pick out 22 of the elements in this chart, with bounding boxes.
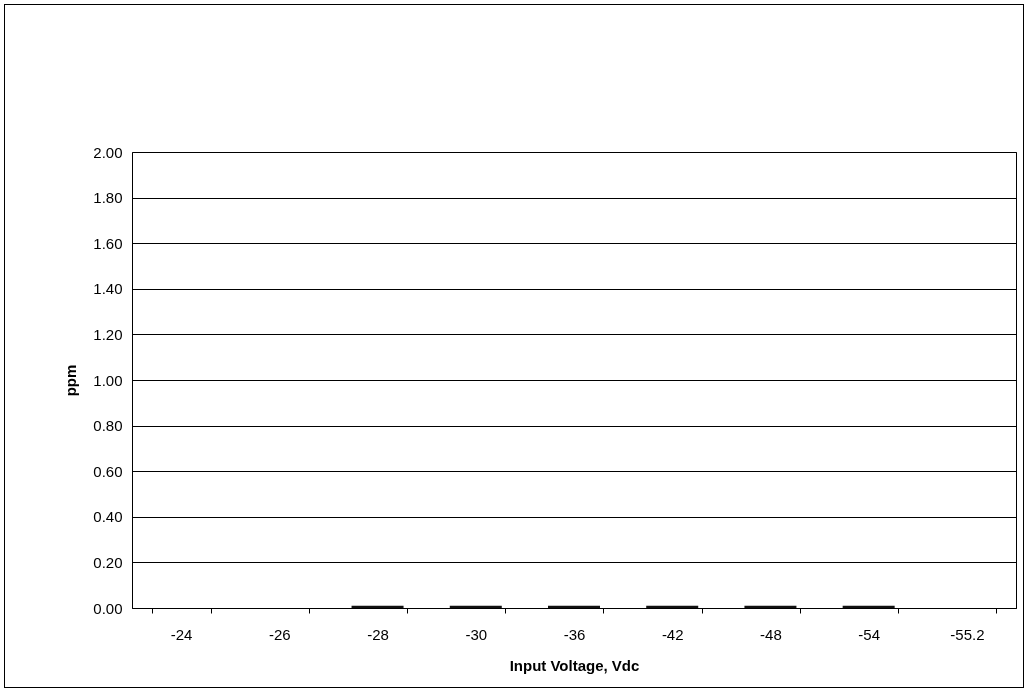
x-tick-label: -26 [268, 625, 291, 643]
x-axis-title: Input Voltage, Vdc [509, 656, 640, 674]
y-tick-label: 1.20 [93, 325, 123, 343]
y-tick-label: 0.60 [93, 462, 123, 480]
x-tick-label: -55.2 [950, 625, 985, 643]
x-tick-label: -54 [858, 625, 881, 643]
x-tick-label: -28 [367, 625, 389, 643]
y-tick-label: 2.00 [93, 143, 123, 161]
y-tick-label: 0.00 [93, 599, 123, 617]
y-tick-label: 0.40 [93, 508, 123, 526]
x-tick-label: -36 [563, 625, 586, 643]
y-axis-title: ppm [62, 364, 80, 397]
x-tick-label: -30 [465, 625, 488, 643]
y-tick-label: 0.80 [93, 417, 123, 435]
x-tick-label: -48 [760, 625, 782, 643]
x-tick-label: -24 [170, 625, 193, 643]
y-tick-label: 1.00 [93, 371, 123, 389]
y-tick-label: 1.80 [93, 189, 123, 207]
x-tick-label: -42 [661, 625, 684, 643]
y-tick-label: 1.60 [93, 234, 123, 252]
y-tick-label: 0.20 [93, 553, 123, 571]
y-tick-label: 1.40 [93, 280, 123, 298]
